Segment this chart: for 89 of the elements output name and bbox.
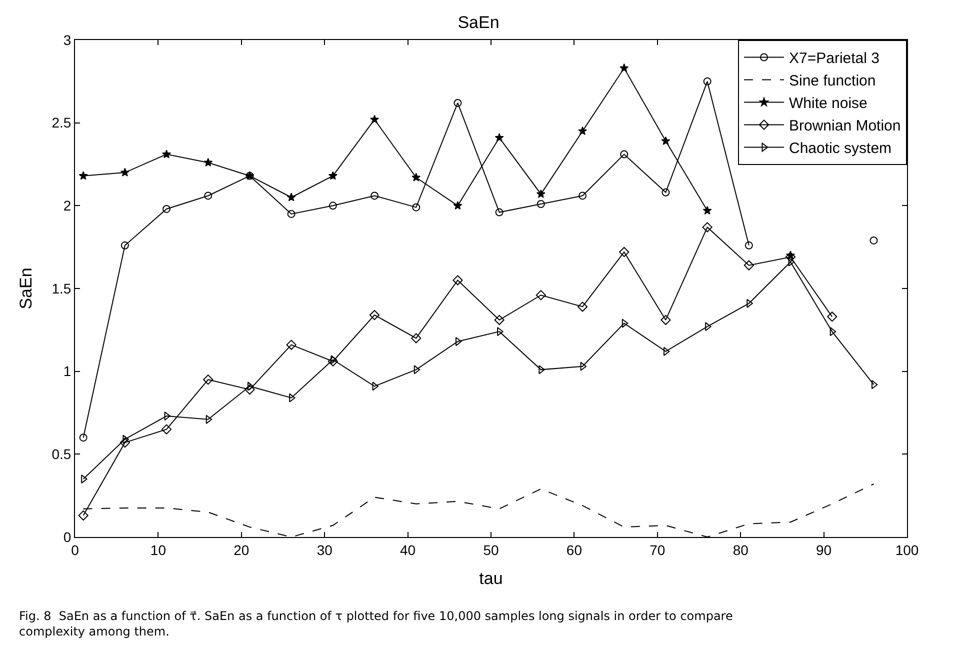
caption: Fig. 8 SaEn as a function of τ⃗. SaEn as a function of τ plotted for five 10,000 samples long signals in order to compare complexity among them. <box>19 609 733 639</box>
point <box>827 312 838 322</box>
point <box>453 200 462 210</box>
point <box>328 202 337 210</box>
x-tick-label: 90 <box>816 542 832 558</box>
point <box>328 171 338 180</box>
y-tick-label: 1 <box>63 363 72 380</box>
point <box>286 192 296 202</box>
point <box>494 314 504 326</box>
point <box>578 192 587 200</box>
point <box>620 63 629 72</box>
point <box>785 252 796 262</box>
point <box>412 172 421 182</box>
point <box>78 510 88 521</box>
point <box>161 424 172 434</box>
point <box>370 192 379 200</box>
point <box>120 438 130 448</box>
point <box>79 434 88 442</box>
point <box>830 327 836 336</box>
point <box>494 133 504 142</box>
x-tick-label: 10 <box>150 542 166 558</box>
point <box>412 203 420 212</box>
point <box>452 275 463 286</box>
legend-label: White noise <box>789 95 868 112</box>
point <box>287 210 296 218</box>
x-tick-label: 100 <box>895 542 919 558</box>
x-tick-label: 80 <box>732 542 749 558</box>
point <box>702 206 712 215</box>
point <box>247 382 254 391</box>
x-tick-label: 60 <box>566 542 582 558</box>
point <box>536 189 546 198</box>
point <box>286 340 296 350</box>
point <box>619 247 630 258</box>
point <box>536 290 546 300</box>
legend-label: Chaotic system <box>789 140 892 158</box>
y-tick-label: 2 <box>63 198 72 214</box>
point <box>703 77 712 86</box>
x-axis-title: tau <box>479 569 503 588</box>
point <box>203 374 214 385</box>
point <box>536 200 545 208</box>
point <box>328 356 338 366</box>
point <box>577 302 588 312</box>
point <box>370 114 380 124</box>
point <box>411 333 422 344</box>
y-tick-label: 0 <box>63 528 72 545</box>
point <box>622 318 628 328</box>
point <box>788 257 795 267</box>
y-axis-title: SaEn <box>16 268 36 310</box>
x-tick-label: 30 <box>316 542 333 558</box>
y-tick-label: 0.5 <box>52 446 72 462</box>
legend-label: Sine function <box>789 72 876 90</box>
point <box>660 314 671 326</box>
point <box>414 365 420 374</box>
point <box>661 136 670 145</box>
y-tick-label: 3 <box>63 32 72 48</box>
point <box>244 384 255 395</box>
chart-title: SaEn <box>458 13 500 32</box>
point <box>120 168 130 176</box>
point <box>372 382 379 391</box>
legend-label: Brownian Motion <box>789 118 901 135</box>
x-tick-label: 20 <box>234 542 250 558</box>
y-tick-label: 2.5 <box>52 114 72 131</box>
point <box>870 236 878 244</box>
point <box>78 171 88 180</box>
point <box>455 336 462 346</box>
point <box>206 414 212 424</box>
y-tick-label: 1.5 <box>52 280 72 296</box>
point <box>454 98 462 107</box>
point <box>120 241 129 250</box>
point <box>744 241 753 250</box>
point <box>162 204 171 213</box>
point <box>162 150 172 158</box>
point <box>495 208 504 216</box>
point <box>620 150 628 158</box>
point <box>871 380 878 390</box>
point <box>204 158 213 166</box>
point <box>663 346 670 356</box>
x-tick-label: 70 <box>650 542 666 558</box>
point <box>578 126 588 136</box>
point <box>164 412 171 421</box>
point <box>204 192 212 200</box>
x-tick-label: 40 <box>400 542 416 558</box>
point <box>662 188 670 196</box>
point <box>702 222 712 232</box>
point <box>369 310 380 320</box>
point <box>580 362 587 371</box>
legend-label: X7=Parietal 3 <box>789 50 880 68</box>
x-tick-label: 50 <box>483 542 499 558</box>
point <box>744 260 754 270</box>
